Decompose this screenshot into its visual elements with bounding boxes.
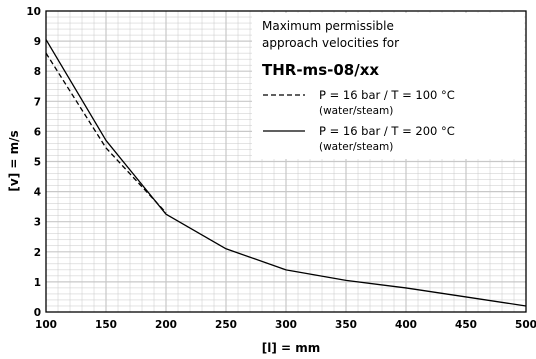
legend-heading-line1: Maximum permissible (262, 19, 394, 33)
x-tick-label: 350 (335, 319, 357, 331)
y-axis-label: [v] = m/s (7, 130, 21, 191)
x-tick-label: 450 (455, 319, 477, 331)
legend-series2-label: P = 16 bar / T = 200 °C (319, 124, 455, 138)
x-tick-label: 200 (155, 319, 177, 331)
x-tick-label: 150 (95, 319, 117, 331)
y-tick-label: 5 (34, 157, 41, 169)
y-tick-label: 1 (34, 277, 41, 289)
series-lines (45, 39, 527, 307)
legend: Maximum permissible approach velocities … (262, 19, 455, 153)
legend-series2-sublabel: (water/steam) (319, 141, 393, 153)
legend-series1-label: P = 16 bar / T = 100 °C (319, 88, 455, 102)
y-tick-label: 9 (34, 36, 41, 48)
legend-heading-line2: approach velocities for (262, 36, 399, 50)
y-tick-label: 8 (34, 66, 41, 78)
legend-series1-sublabel: (water/steam) (319, 105, 393, 117)
x-tick-label: 300 (275, 319, 297, 331)
y-tick-label: 7 (34, 96, 41, 108)
legend-background (252, 13, 524, 159)
y-tick-label: 10 (26, 6, 41, 18)
series-line-2 (45, 39, 527, 307)
x-tick-label: 100 (35, 319, 57, 331)
x-axis-label: [l] = mm (262, 341, 321, 355)
plot-frame (45, 10, 527, 313)
y-tick-label: 4 (34, 187, 41, 199)
x-tick-label: 500 (515, 319, 536, 331)
y-tick-label: 2 (34, 247, 41, 259)
x-tick-label: 250 (215, 319, 237, 331)
x-tick-label: 400 (395, 319, 417, 331)
y-tick-label: 6 (34, 126, 41, 138)
series-line-1 (45, 52, 167, 214)
y-axis-ticks: 0 1 2 3 4 5 6 7 8 9 10 (26, 6, 41, 319)
legend-model-title: THR-ms-08/xx (262, 61, 379, 79)
y-tick-label: 3 (34, 217, 41, 229)
x-axis-ticks: 100 150 200 250 300 350 400 450 500 (35, 319, 536, 331)
y-tick-label: 0 (34, 307, 41, 319)
